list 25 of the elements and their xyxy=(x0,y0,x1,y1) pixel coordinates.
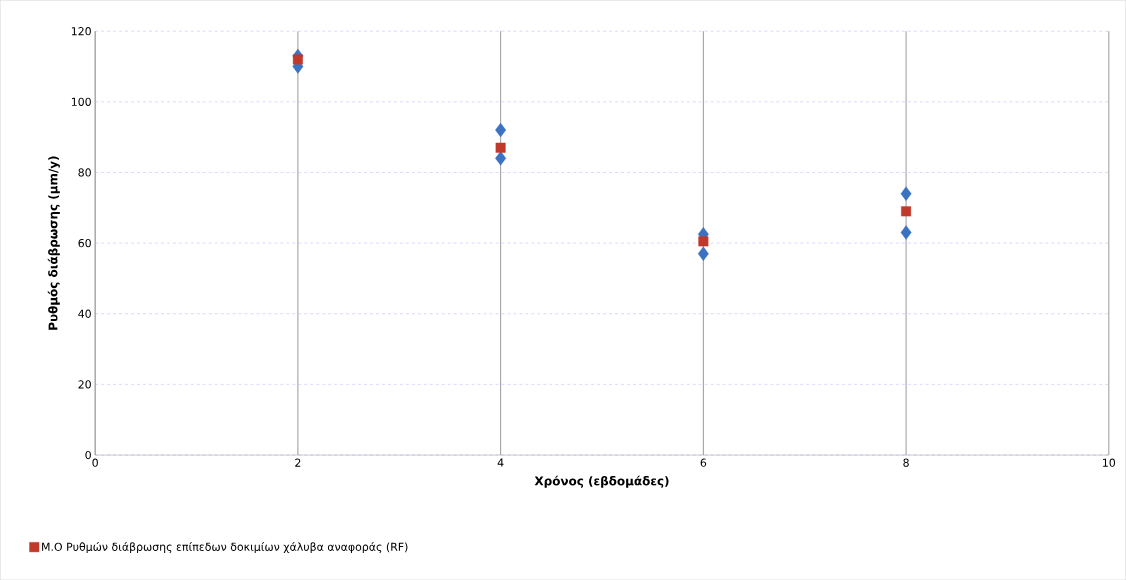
point xyxy=(495,142,506,153)
point xyxy=(901,206,912,217)
x-tick-label: 10 xyxy=(1103,458,1116,467)
point xyxy=(698,236,709,247)
x-tick-label: 0 xyxy=(92,458,98,467)
x-tick-label: 8 xyxy=(903,458,909,467)
x-axis-title: Χρόνος (εβδομάδες) xyxy=(534,475,669,488)
point xyxy=(900,186,912,201)
point xyxy=(900,225,912,240)
point xyxy=(292,54,303,65)
y-tick-label: 60 xyxy=(78,238,91,248)
y-tick-label: 100 xyxy=(71,97,91,106)
legend-label: Μ.Ο Ρυθμών διάβρωσης επίπεδων δοκιμίων χάλυβα αναφοράς (RF) xyxy=(42,541,408,553)
x-tick-label: 4 xyxy=(497,458,504,467)
x-tick-label: 2 xyxy=(295,458,301,467)
y-tick-label: 80 xyxy=(78,168,91,177)
y-tick-label: 40 xyxy=(78,309,91,318)
point xyxy=(495,122,507,138)
point xyxy=(495,151,507,166)
point xyxy=(697,246,709,261)
y-tick-label: 120 xyxy=(71,26,91,36)
y-tick-label: 0 xyxy=(85,450,91,460)
y-axis-title: Ρυθμός διάβρωσης (μm/y) xyxy=(47,156,60,330)
y-tick-label: 20 xyxy=(78,380,91,389)
x-tick-label: 6 xyxy=(700,458,707,467)
